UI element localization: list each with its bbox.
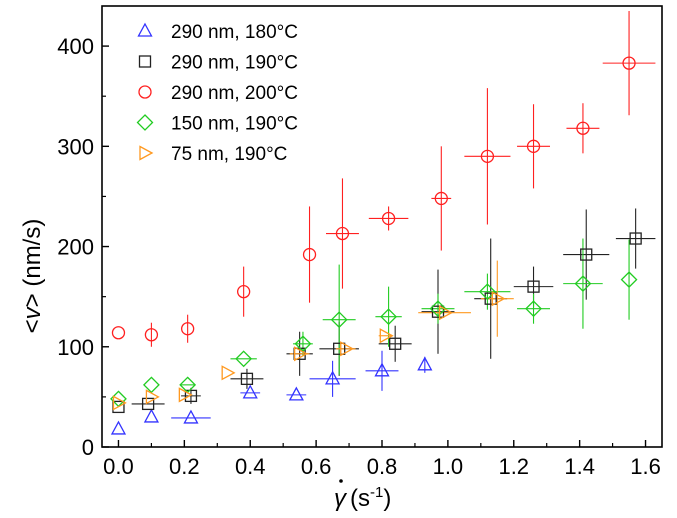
y-axis-label: <v> (nm/s) [19, 219, 46, 334]
data-point [333, 342, 346, 355]
data-point [288, 386, 304, 401]
error-bars [131, 11, 656, 419]
data-point [184, 389, 198, 403]
data-point [221, 365, 236, 381]
x-axis-label-exp: -1 [370, 484, 383, 501]
data-point [183, 409, 199, 424]
legend-marker [139, 145, 154, 161]
data-point [431, 305, 445, 318]
data-point [381, 211, 396, 226]
data-point [180, 322, 195, 336]
y-tick-label: 100 [57, 335, 94, 360]
axis-ticks: 0.0 0.2 0.4 0.6 0.8 1.0 1.2 1.4 1.6 0 100 200 300 400 [57, 34, 661, 479]
x-axis-label-unit: (s-1) [350, 484, 391, 512]
data-point [438, 305, 453, 321]
x-axis-label-unit-text: (s [350, 485, 370, 512]
x-tick-label: 1.0 [433, 454, 464, 479]
x-tick-label: 1.6 [630, 454, 661, 479]
x-axis-label-dot [339, 479, 343, 483]
data-point [111, 326, 126, 340]
y-tick-label: 400 [57, 34, 94, 59]
data-point [525, 300, 542, 318]
x-tick-label: 0.2 [169, 454, 200, 479]
data-point [380, 308, 398, 326]
data-markers [110, 56, 642, 435]
legend-marker [137, 22, 153, 37]
legend-label: 290 nm, 180°C [171, 22, 298, 43]
data-point [335, 226, 350, 241]
data-point [574, 275, 592, 293]
y-tick-label: 200 [57, 235, 94, 260]
legend-label: 150 nm, 190°C [171, 114, 298, 135]
x-tick-label: 1.2 [498, 454, 529, 479]
data-point [340, 341, 355, 357]
data-point [242, 384, 258, 399]
legend-marker [138, 55, 152, 68]
data-point [580, 248, 593, 261]
data-point [417, 356, 433, 371]
legend: 290 nm, 180°C 290 nm, 190°C 290 nm, 200°C 1… [136, 22, 298, 165]
data-point [622, 56, 636, 70]
data-point [620, 271, 638, 289]
data-point [330, 311, 348, 329]
y-axis-label-pre: < [19, 319, 46, 333]
data-point [236, 284, 251, 299]
x-tick-label: 0.6 [301, 454, 332, 479]
y-axis-label-post: > (nm/s) [19, 219, 46, 308]
legend-marker [136, 114, 154, 131]
data-point [178, 387, 193, 403]
x-axis-label-symbol: γ [334, 485, 348, 512]
data-point [144, 328, 159, 342]
x-tick-label: 0.0 [103, 454, 134, 479]
data-point [145, 389, 160, 405]
legend-label: 290 nm, 200°C [171, 83, 298, 104]
data-point [389, 337, 402, 350]
x-tick-label: 0.4 [235, 454, 266, 479]
data-point [324, 370, 341, 385]
data-point [434, 191, 448, 206]
data-point [526, 139, 541, 153]
x-tick-label: 0.8 [367, 454, 398, 479]
legend-label: 290 nm, 190°C [171, 53, 298, 74]
y-tick-label: 300 [57, 134, 94, 159]
data-point [293, 346, 309, 362]
data-point [240, 372, 254, 385]
y-axis-label-var: v [19, 305, 46, 319]
data-point [302, 247, 317, 262]
data-point [110, 420, 127, 435]
data-point [143, 408, 160, 423]
x-axis-label-close: ) [383, 485, 391, 512]
x-axis-label: γ (s-1) [334, 479, 391, 512]
data-point [141, 397, 155, 411]
data-point [480, 149, 495, 163]
legend-marker [138, 85, 152, 99]
data-point [112, 395, 127, 411]
data-point [484, 292, 497, 305]
x-tick-label: 1.4 [564, 454, 595, 479]
data-point [429, 300, 447, 318]
data-point [491, 291, 506, 307]
legend-label: 75 nm, 190°C [171, 144, 287, 165]
data-point [576, 121, 590, 135]
y-tick-label: 0 [82, 435, 94, 460]
data-point [235, 350, 253, 368]
data-point [379, 328, 394, 344]
data-point [374, 362, 390, 377]
data-point [478, 283, 496, 301]
data-point [629, 232, 642, 245]
data-point [527, 280, 540, 293]
